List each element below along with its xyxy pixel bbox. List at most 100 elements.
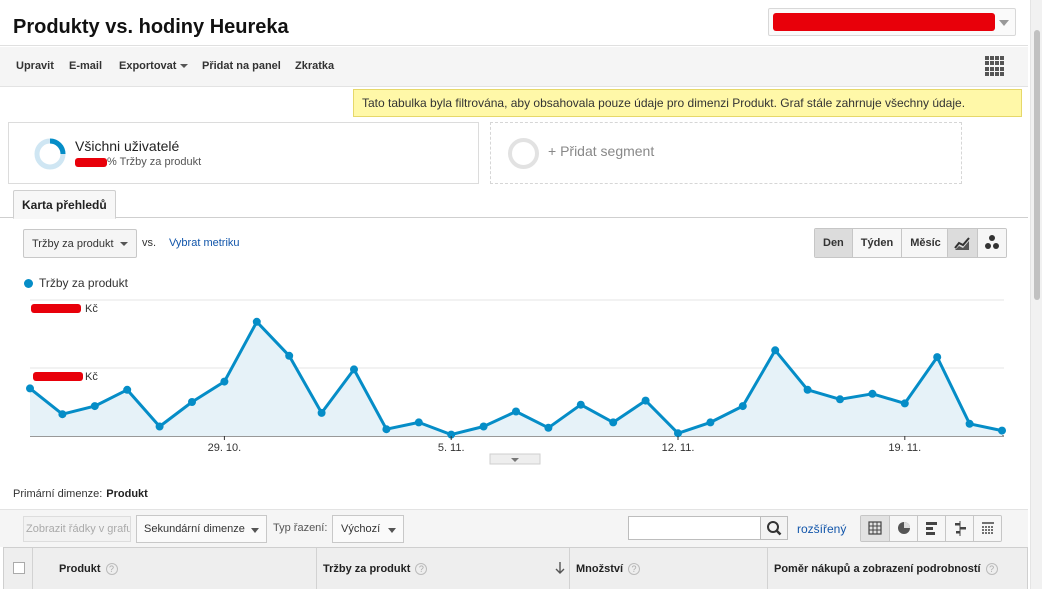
data-point[interactable] xyxy=(414,418,423,427)
data-point[interactable] xyxy=(900,399,909,408)
metric-select[interactable]: Tržby za produkt xyxy=(23,229,137,258)
motion-chart-button[interactable] xyxy=(977,229,1006,257)
table-search-input[interactable] xyxy=(628,516,761,540)
period-week-button[interactable]: Týden xyxy=(851,229,902,257)
data-point[interactable] xyxy=(544,423,553,432)
pick-metric-link[interactable]: Vybrat metriku xyxy=(169,237,240,249)
scrollbar-thumb[interactable] xyxy=(1034,30,1040,300)
profile-select[interactable] xyxy=(768,8,1016,36)
advanced-filter-link[interactable]: rozšířený xyxy=(797,522,847,536)
period-switcher: Den Týden Měsíc xyxy=(814,228,950,258)
help-icon[interactable]: ? xyxy=(985,563,998,576)
data-point[interactable] xyxy=(155,422,164,431)
sort-type-value: Výchozí xyxy=(341,523,381,535)
series-dot xyxy=(24,279,33,289)
page-title: Produkty vs. hodiny Heureka xyxy=(13,16,289,38)
period-day-button[interactable]: Den xyxy=(815,229,852,257)
data-point[interactable] xyxy=(868,389,877,398)
add-segment-label: + Přidat segment xyxy=(548,143,655,159)
pivot-icon xyxy=(982,522,994,535)
x-tick-label: 12. 11. xyxy=(662,442,695,454)
search-button[interactable] xyxy=(761,516,788,540)
data-point[interactable] xyxy=(674,429,682,438)
select-all-checkbox[interactable] xyxy=(13,562,25,574)
report-tabs: Karta přehledů xyxy=(0,188,1028,219)
shortcut-button[interactable]: Zkratka xyxy=(295,60,335,72)
redacted-profile-name xyxy=(773,13,995,31)
email-button[interactable]: E-mail xyxy=(69,60,103,72)
data-point[interactable] xyxy=(803,385,812,394)
x-tick-group: 29. 10. 5. 11. 12. 11. 19. 11. xyxy=(208,436,921,454)
sort-type-select[interactable]: Výchozí xyxy=(332,515,404,543)
column-buy-to-detail-rate[interactable]: Poměr nákupů a zobrazení podrobností? xyxy=(767,548,1028,589)
period-month-button[interactable]: Měsíc xyxy=(901,229,949,257)
help-icon[interactable]: ? xyxy=(628,563,641,576)
view-pivot-button[interactable] xyxy=(973,516,1001,541)
view-comparison-button[interactable] xyxy=(945,516,973,541)
add-to-dashboard-button[interactable]: Přidat na panel xyxy=(202,60,281,72)
data-point[interactable] xyxy=(90,402,99,411)
secondary-dimension-select[interactable]: Sekundární dimenze xyxy=(136,515,267,543)
primary-dimension-label: Primární dimenze: xyxy=(13,488,103,500)
legend-label: Tržby za produkt xyxy=(39,276,128,290)
data-point[interactable] xyxy=(58,410,67,419)
data-point[interactable] xyxy=(836,395,844,404)
filter-notice: Tato tabulka byla filtrována, aby obsaho… xyxy=(353,89,1022,117)
data-point[interactable] xyxy=(317,408,326,417)
data-point[interactable] xyxy=(26,384,34,393)
data-point[interactable] xyxy=(220,377,229,386)
data-point[interactable] xyxy=(771,346,780,355)
edit-button[interactable]: Upravit xyxy=(16,60,54,72)
caret-down-icon xyxy=(120,242,128,246)
caret-down-icon xyxy=(180,64,189,69)
segment-share-label: % Tržby za produkt xyxy=(107,156,202,168)
table-controls: Zobrazit řádky v grafu Sekundární dimenz… xyxy=(0,509,1028,547)
view-pie-button[interactable] xyxy=(889,516,917,541)
bubble-chart-icon xyxy=(985,235,999,249)
line-chart-button[interactable] xyxy=(948,229,977,257)
data-point[interactable] xyxy=(609,418,618,427)
data-point[interactable] xyxy=(933,353,942,362)
data-point[interactable] xyxy=(965,419,974,428)
export-menu[interactable]: Exportovat xyxy=(119,60,189,72)
add-segment-button[interactable]: + Přidat segment xyxy=(490,122,962,184)
data-point[interactable] xyxy=(123,385,132,394)
data-point[interactable] xyxy=(641,396,650,405)
help-icon[interactable]: ? xyxy=(105,563,118,576)
tab-explorer[interactable]: Karta přehledů xyxy=(13,190,116,219)
data-point[interactable] xyxy=(479,422,488,431)
data-point[interactable] xyxy=(738,402,747,411)
data-point[interactable] xyxy=(285,351,294,360)
vertical-scrollbar[interactable] xyxy=(1030,0,1042,589)
data-point[interactable] xyxy=(998,426,1006,435)
report-toolbar: Upravit E-mail Exportovat Přidat na pane… xyxy=(0,47,1028,87)
table-header: Produkt? Tržby za produkt? Množství? Pom… xyxy=(3,547,1028,589)
column-quantity[interactable]: Množství? xyxy=(569,548,767,589)
caret-down-icon xyxy=(251,528,259,533)
x-tick-label: 29. 10. xyxy=(208,442,242,454)
plot-rows-button[interactable]: Zobrazit řádky v grafu xyxy=(23,516,131,542)
data-point[interactable] xyxy=(512,407,520,416)
help-icon[interactable]: ? xyxy=(415,563,428,576)
x-tick-label: 5. 11. xyxy=(438,442,465,454)
data-point[interactable] xyxy=(188,398,196,406)
data-point[interactable] xyxy=(350,365,358,374)
data-point[interactable] xyxy=(576,400,585,409)
data-point[interactable] xyxy=(447,430,456,439)
segment-all-users[interactable]: Všichni uživatelé % Tržby za produkt xyxy=(8,122,479,184)
data-point[interactable] xyxy=(252,317,261,326)
chevron-down-icon xyxy=(999,20,1009,26)
sort-type-label: Typ řazení: xyxy=(273,522,328,534)
metric-select-value: Tržby za produkt xyxy=(32,238,114,250)
chevron-down-icon xyxy=(511,458,519,462)
customize-grid-icon[interactable] xyxy=(985,56,1005,76)
view-bar-button[interactable] xyxy=(917,516,945,541)
primary-dimension-value[interactable]: Produkt xyxy=(106,488,148,500)
column-product[interactable]: Produkt? xyxy=(32,548,316,589)
line-chart-icon xyxy=(954,237,970,250)
data-point[interactable] xyxy=(382,425,391,434)
data-point[interactable] xyxy=(706,418,715,427)
view-table-button[interactable] xyxy=(861,516,889,541)
y-unit-upper: Kč xyxy=(85,303,98,315)
column-revenue[interactable]: Tržby za produkt? xyxy=(316,548,569,589)
